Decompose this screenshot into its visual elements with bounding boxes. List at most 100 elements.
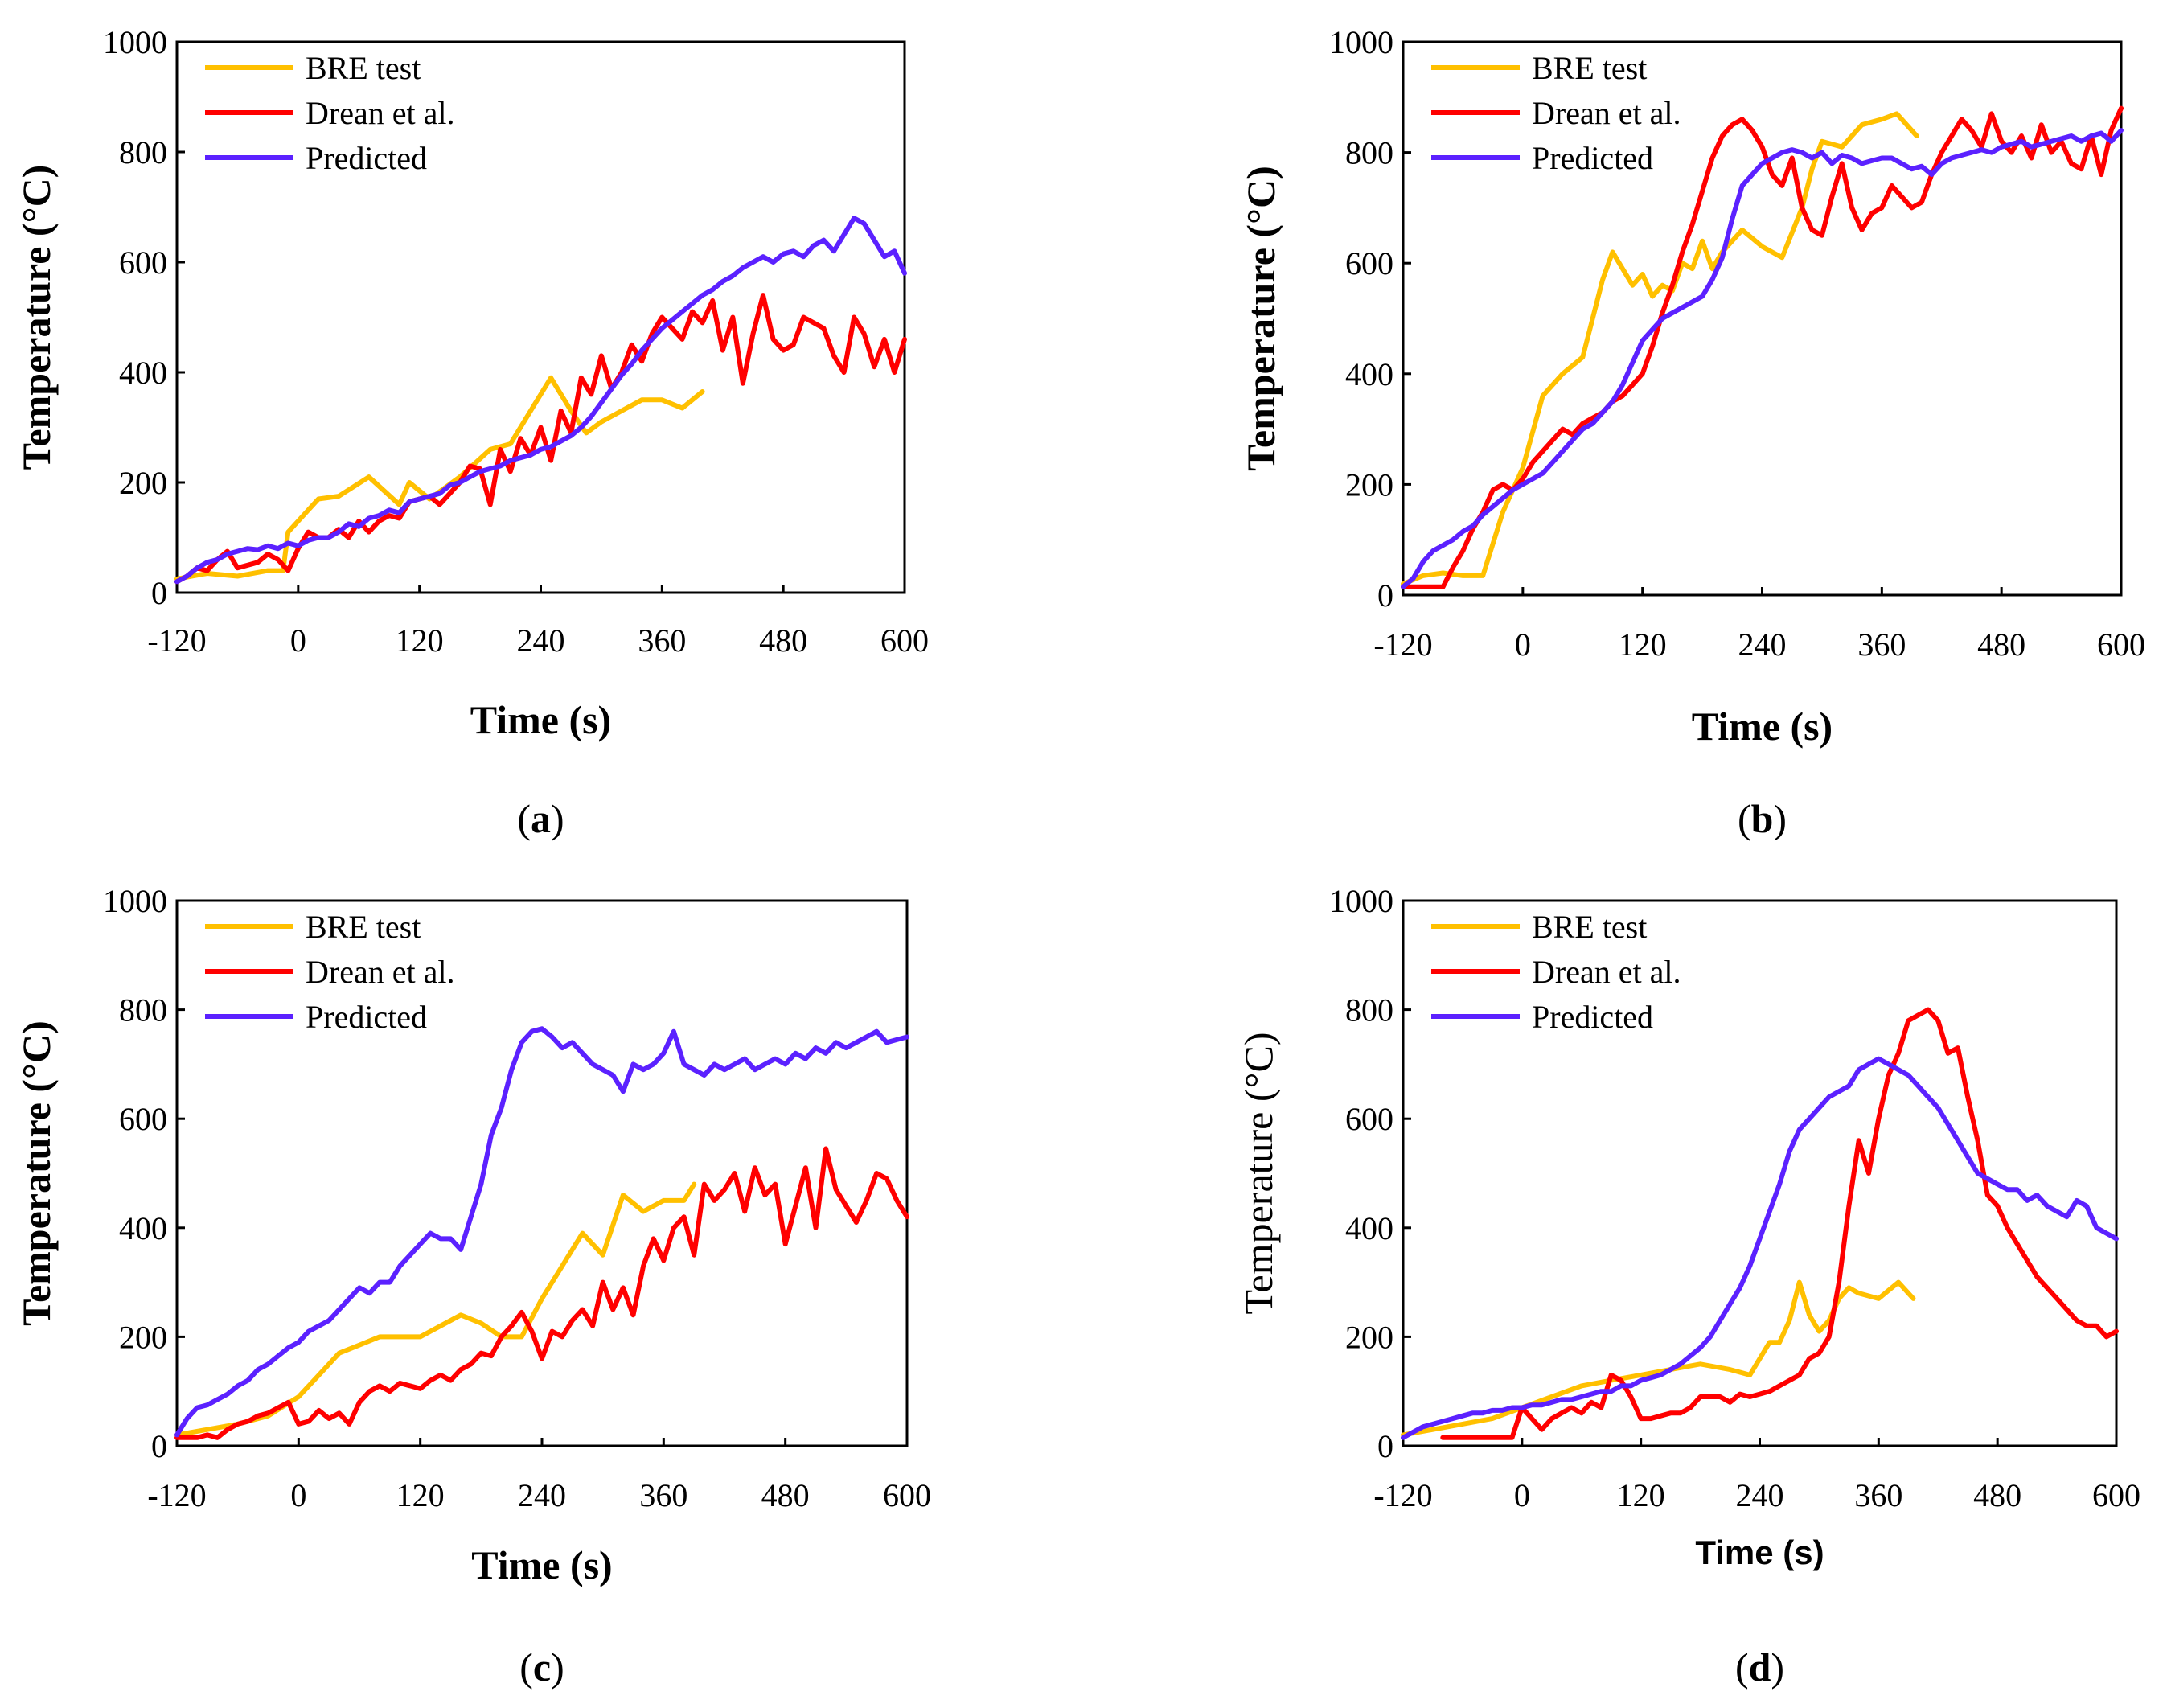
panel-letter: c xyxy=(533,1644,551,1690)
y-axis-title: Temperature (°C) xyxy=(1236,1032,1281,1314)
chart-panel-2: 0 200 400 600 800 1000 -120 0 120 240 360 480 600 Tim… xyxy=(1238,24,2145,841)
y-tick-label: 800 xyxy=(119,992,167,1028)
legend-label: Predicted xyxy=(1532,140,1653,176)
x-tick-label: 600 xyxy=(2092,1477,2140,1513)
legend-label: Drean et al. xyxy=(306,954,454,990)
y-tick-label: 200 xyxy=(119,1319,167,1355)
y-tick-label: 400 xyxy=(1345,1210,1393,1246)
x-tick-label: 480 xyxy=(1973,1477,2021,1513)
x-tick-label: 120 xyxy=(1617,1477,1665,1513)
legend: BRE test Drean et al. Predicted xyxy=(205,909,454,1035)
x-tick-label: 240 xyxy=(518,1477,566,1513)
legend-label: Drean et al. xyxy=(1532,954,1681,990)
panel-label: (a) xyxy=(517,796,564,841)
panel-letter: b xyxy=(1751,796,1774,841)
y-tick-label: 200 xyxy=(119,465,167,501)
x-tick-label: 0 xyxy=(290,622,306,659)
x-axis-title: Time (s) xyxy=(1695,1534,1824,1571)
panel-paren: ( xyxy=(1735,1644,1749,1690)
y-tick-label: 400 xyxy=(119,355,167,391)
x-tick-label: 120 xyxy=(396,622,444,659)
x-tick-label: 360 xyxy=(639,1477,687,1513)
legend-label: Predicted xyxy=(306,140,427,176)
legend-label: Drean et al. xyxy=(306,95,454,131)
x-tick-label: 120 xyxy=(1619,626,1667,663)
x-tick-label: 360 xyxy=(638,622,686,659)
panel-label: (d) xyxy=(1735,1644,1784,1690)
legend-label: BRE test xyxy=(306,909,421,945)
series-line-bre-test xyxy=(174,1181,697,1438)
x-axis-title: Time (s) xyxy=(471,1542,612,1587)
series-line-predicted xyxy=(1401,1056,2119,1440)
x-tick-label: 480 xyxy=(1977,626,2025,663)
x-tick-label: 360 xyxy=(1854,1477,1902,1513)
x-tick-label: 480 xyxy=(761,1477,810,1513)
plot-area-frame xyxy=(1402,40,2123,597)
legend: BRE test Drean et al. Predicted xyxy=(1431,909,1681,1035)
y-tick-label: 800 xyxy=(1345,135,1393,171)
legend-label: Predicted xyxy=(306,999,427,1035)
chart-panel-3: 0 200 400 600 800 1000 -120 0 120 240 360 480 600 Tim… xyxy=(14,883,931,1690)
y-tick-label: 0 xyxy=(151,575,167,611)
y-tick-label: 800 xyxy=(1345,992,1393,1028)
chart-panel-4: 0 200 400 600 800 1000 -120 0 120 240 360 480 600 Tim… xyxy=(1236,883,2140,1690)
x-tick-label: -120 xyxy=(147,622,206,659)
x-tick-label: -120 xyxy=(1373,1477,1432,1513)
x-tick-label: 0 xyxy=(1514,1477,1530,1513)
panel-paren: ( xyxy=(517,796,531,841)
x-tick-label: 120 xyxy=(396,1477,445,1513)
panel-paren: ) xyxy=(551,1644,564,1690)
series-line-drean-et-al xyxy=(1440,1007,2119,1440)
x-tick-label: 240 xyxy=(1738,626,1787,663)
plot-area-frame xyxy=(1402,899,2118,1447)
x-axis-title: Time (s) xyxy=(1692,704,1833,749)
y-tick-label: 1000 xyxy=(1329,883,1393,919)
panel-paren: ) xyxy=(1773,796,1787,841)
y-tick-label: 0 xyxy=(151,1428,167,1464)
x-tick-label: 0 xyxy=(1515,626,1531,663)
series-line-drean-et-al xyxy=(174,293,907,585)
y-tick-label: 0 xyxy=(1377,1428,1393,1464)
x-tick-label: 600 xyxy=(883,1477,931,1513)
legend-label: BRE test xyxy=(1532,909,1647,945)
panel-paren: ( xyxy=(519,1644,533,1690)
y-tick-label: 200 xyxy=(1345,466,1393,503)
legend-label: BRE test xyxy=(1532,50,1647,86)
chart-panel-1: 0 200 400 600 800 1000 -120 0 120 240 360 480 600 Tim… xyxy=(14,24,929,841)
panel-paren: ) xyxy=(1771,1644,1784,1690)
x-tick-label: -120 xyxy=(147,1477,206,1513)
x-tick-label: -120 xyxy=(1373,626,1432,663)
y-tick-label: 1000 xyxy=(103,24,167,60)
y-tick-label: 0 xyxy=(1377,577,1393,614)
series-line-drean-et-al xyxy=(174,1146,909,1440)
x-tick-label: 600 xyxy=(880,622,929,659)
legend-label: Drean et al. xyxy=(1532,95,1681,131)
x-tick-label: 480 xyxy=(759,622,807,659)
series-line-drean-et-al xyxy=(1401,105,2124,589)
x-tick-label: 240 xyxy=(1736,1477,1784,1513)
panel-label: (b) xyxy=(1738,796,1787,841)
y-tick-label: 400 xyxy=(119,1210,167,1246)
legend: BRE test Drean et al. Predicted xyxy=(1431,50,1681,176)
y-tick-label: 600 xyxy=(1345,1101,1393,1137)
y-tick-label: 800 xyxy=(119,134,167,170)
y-tick-label: 1000 xyxy=(103,883,167,919)
panel-letter: d xyxy=(1749,1644,1771,1690)
y-tick-label: 600 xyxy=(119,1101,167,1137)
x-tick-label: 0 xyxy=(290,1477,306,1513)
y-axis-title: Temperature (°C) xyxy=(1238,166,1283,471)
y-tick-label: 400 xyxy=(1345,356,1393,392)
y-tick-label: 600 xyxy=(119,244,167,281)
y-tick-label: 1000 xyxy=(1329,24,1393,60)
x-tick-label: 240 xyxy=(517,622,565,659)
legend-label: Predicted xyxy=(1532,999,1653,1035)
panel-label: (c) xyxy=(519,1644,564,1690)
x-axis-title: Time (s) xyxy=(470,697,611,742)
series-line-predicted xyxy=(174,1026,909,1438)
legend: BRE test Drean et al. Predicted xyxy=(205,50,454,176)
plot-area-frame xyxy=(175,899,909,1447)
y-axis-title: Temperature (°C) xyxy=(14,1020,59,1326)
plot-area-frame xyxy=(175,40,906,594)
panel-paren: ) xyxy=(551,796,564,841)
